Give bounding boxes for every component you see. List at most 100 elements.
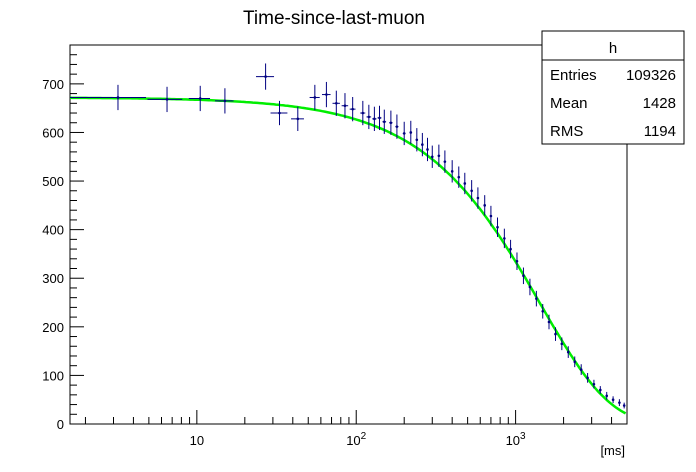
chart-title: Time-since-last-muon (243, 8, 425, 29)
data-marker (450, 170, 454, 173)
stats-mean-label: Mean (550, 95, 588, 112)
stats-entries-value: 109326 (626, 67, 676, 84)
stats-box: h Entries 109326 Mean 1428 RMS 1194 (541, 30, 685, 145)
data-point (409, 120, 413, 145)
data-point (426, 137, 429, 162)
data-point (215, 88, 234, 114)
y-tick-label: 200 (42, 320, 64, 335)
data-point (541, 303, 545, 319)
stats-rms-label: RMS (550, 123, 583, 140)
stats-entries-label: Entries (550, 67, 597, 84)
data-point (382, 109, 387, 134)
data-point (332, 90, 340, 116)
x-tick-label: 10 (190, 433, 204, 448)
data-marker (547, 320, 551, 324)
data-marker (522, 274, 525, 278)
data-point (366, 104, 372, 130)
data-marker (622, 404, 626, 407)
data-marker (457, 175, 461, 179)
data-point (430, 145, 434, 168)
x-tick-label-base: 10 (190, 433, 204, 448)
data-marker (296, 117, 300, 121)
data-point (503, 228, 506, 249)
data-marker (421, 143, 424, 146)
data-marker (325, 93, 328, 96)
data-marker (382, 120, 386, 124)
data-marker (463, 182, 467, 185)
data-marker (470, 189, 473, 193)
data-marker (351, 107, 354, 111)
stats-mean-value: 1428 (643, 95, 676, 112)
stats-box-frame (541, 30, 685, 145)
data-marker (361, 111, 365, 115)
data-marker (389, 121, 393, 125)
data-point (605, 391, 609, 400)
data-point (618, 399, 621, 407)
data-marker (443, 160, 447, 163)
data-marker (566, 350, 570, 354)
data-marker (541, 309, 545, 313)
data-marker (165, 98, 169, 101)
y-tick-label: 600 (42, 125, 64, 140)
data-point (457, 166, 461, 188)
data-point (599, 386, 602, 394)
data-point (528, 278, 532, 296)
data-marker (605, 394, 609, 398)
fit-curve-layer (69, 96, 627, 415)
data-point (592, 379, 596, 389)
data-marker (402, 132, 406, 135)
data-point (463, 172, 467, 195)
data-point (476, 187, 480, 209)
data-point (443, 150, 447, 173)
data-point (188, 85, 211, 112)
x-tick-label-exponent: 3 (520, 431, 526, 442)
data-point (360, 100, 366, 126)
data-point (509, 239, 512, 259)
data-point (402, 121, 406, 146)
data-marker (535, 297, 538, 300)
data-marker (592, 382, 596, 386)
data-point (489, 205, 493, 227)
data-marker (378, 116, 381, 120)
x-tick-label-exponent: 2 (361, 431, 367, 442)
data-marker (116, 96, 120, 99)
fit-curve (69, 96, 627, 415)
data-marker (415, 138, 419, 142)
data-marker (426, 148, 429, 151)
data-marker (489, 214, 493, 218)
data-point (309, 84, 320, 111)
stats-box-name: h (609, 40, 617, 57)
data-point (496, 217, 499, 237)
data-point (470, 180, 473, 202)
data-marker (343, 104, 347, 108)
data-marker (430, 155, 434, 159)
data-marker (395, 125, 399, 128)
data-marker (198, 97, 202, 100)
y-tick-label: 300 (42, 271, 64, 286)
data-marker (599, 388, 602, 392)
data-point (554, 327, 557, 341)
data-point (270, 100, 288, 126)
data-marker (437, 154, 441, 158)
data-point (586, 372, 589, 383)
data-point (573, 356, 577, 368)
data-point (70, 84, 147, 111)
data-point (372, 106, 377, 132)
x-tick-label-base: 10 (506, 433, 520, 448)
x-axis-label: [ms] (600, 443, 625, 458)
data-point (395, 114, 399, 139)
data-point (515, 252, 519, 270)
data-point (579, 364, 583, 375)
stats-rms-value: 1194 (644, 123, 676, 140)
data-marker (223, 99, 227, 103)
data-marker (476, 196, 480, 200)
data-point (322, 81, 331, 108)
data-marker (335, 102, 338, 105)
data-point (483, 195, 487, 216)
data-marker (560, 342, 564, 346)
data-marker (278, 111, 281, 115)
data-marker (409, 131, 413, 134)
data-marker (554, 332, 557, 336)
data-point (415, 128, 419, 152)
